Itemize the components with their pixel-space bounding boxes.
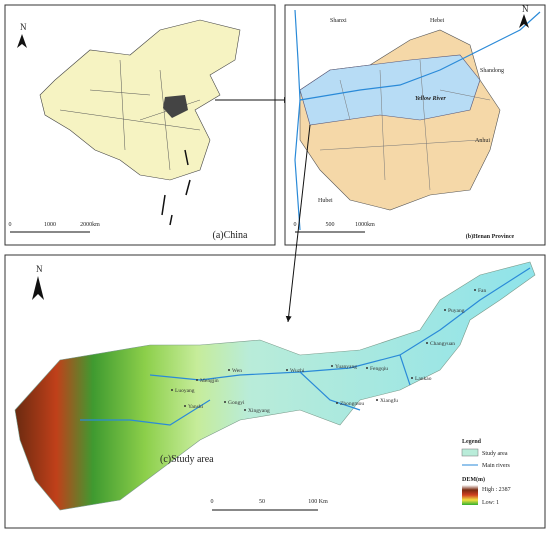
north-label: N [20, 22, 27, 32]
place-label: Changyuan [430, 341, 455, 347]
place-dot [228, 369, 230, 371]
place-dot [426, 342, 428, 344]
province-label: Shanxi [330, 18, 347, 24]
legend-label: Low: 1 [482, 500, 499, 506]
province-label: Hubei [318, 198, 333, 204]
china-outline [39, 19, 241, 181]
place-label: Lankao [415, 376, 432, 382]
place-dot [244, 409, 246, 411]
place-label: Mengjin [200, 378, 219, 384]
place-dot [224, 401, 226, 403]
legend-label: Main rivers [482, 463, 510, 469]
place-label: Fengqiu [370, 366, 388, 372]
islands [161, 149, 191, 226]
caption: (b)Henan Province [466, 233, 515, 240]
province-label: Shandong [480, 68, 504, 74]
scale-label: 0 [9, 222, 12, 228]
scale-label: 2000km [80, 222, 100, 228]
place-dot [286, 369, 288, 371]
caption: (c)Study area [160, 454, 214, 465]
borders [319, 59, 491, 191]
place-dot [171, 389, 173, 391]
yellow-river [149, 267, 531, 381]
north-arrow [17, 34, 27, 48]
study-area-dem [14, 261, 536, 511]
place-dot [366, 367, 368, 369]
place-dot [336, 402, 338, 404]
province-label: Hebei [430, 18, 445, 24]
place-label: Gongyi [228, 400, 245, 406]
scale-label: 1000 [44, 222, 56, 228]
north-arrow [32, 276, 44, 300]
legend-title: Legend [462, 439, 482, 445]
scale-label: 0 [211, 499, 214, 505]
panel-china: N 0 1000 2000km (a)China [4, 4, 276, 246]
north-label: N [522, 4, 529, 14]
place-label: Yanshi [188, 404, 204, 410]
river [294, 99, 301, 231]
place-dot [411, 377, 413, 379]
scale-label: 50 [259, 499, 265, 505]
arrow [285, 124, 311, 323]
panel-henan: Shanxi Hebei Shandong Yellow River Anhui… [284, 4, 546, 246]
legend-subtitle: DEM(m) [462, 476, 485, 483]
place-dot [376, 399, 378, 401]
legend: Legend Study area Main rivers DEM(m) Hig… [461, 439, 511, 506]
scale-label: 0 [294, 222, 297, 228]
caption: (a)China [213, 230, 249, 241]
north-label: N [36, 264, 43, 274]
place-dot [331, 365, 333, 367]
place-label: Luoyang [175, 388, 195, 394]
place-dot [474, 289, 476, 291]
scale-label: 1000km [355, 222, 375, 228]
place-dot [196, 379, 198, 381]
place-label: Xiangfu [380, 397, 398, 404]
river-label: Yellow River [415, 96, 446, 102]
place-label: Yuanyang [335, 364, 357, 370]
panel-study-area: N (c)Study area 0 50 100 Km Legend Study… [4, 254, 546, 529]
province-borders [59, 59, 201, 171]
legend-ramp [462, 485, 478, 505]
yellow-river [294, 9, 541, 101]
henan-highlight [163, 95, 188, 118]
scale-label: 500 [326, 222, 335, 228]
north-arrow [519, 14, 529, 28]
scale-label: 100 Km [308, 499, 328, 505]
panel-frame [4, 254, 546, 529]
place-dot [184, 405, 186, 407]
province-label: Anhui [475, 138, 490, 144]
place-label: Wen [232, 368, 242, 374]
panel-frame [4, 4, 276, 246]
river [80, 354, 411, 426]
place-label: Puyang [448, 308, 465, 314]
legend-label: High : 2387 [482, 487, 511, 493]
place-label: Wuzhi [290, 368, 305, 374]
legend-swatch [461, 448, 479, 457]
place-label: Xingyang [248, 408, 270, 414]
place-label: Fan [478, 288, 487, 294]
place-dot [444, 309, 446, 311]
panel-frame [284, 4, 546, 246]
place-label: Zhongmou [340, 401, 364, 407]
legend-label: Study area [482, 451, 508, 457]
